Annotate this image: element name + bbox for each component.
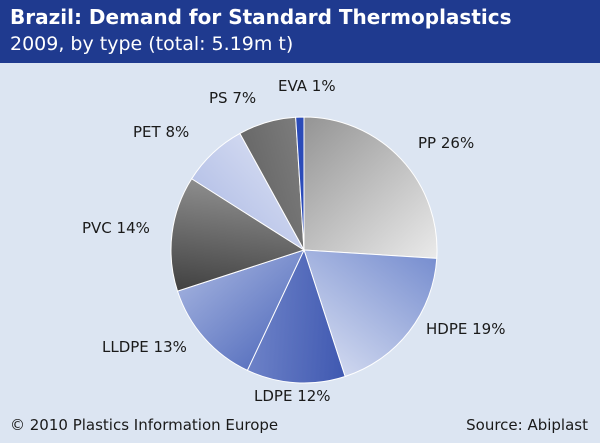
slice-label-lldpe: LLDPE 13% — [102, 338, 187, 356]
slice-label-hdpe: HDPE 19% — [426, 320, 505, 338]
source-note: Source: Abiplast — [466, 416, 588, 434]
slice-label-ps: PS 7% — [209, 89, 256, 107]
pie-slice-lldpe — [176, 249, 305, 372]
pie-labels: PP 26% HDPE 19% LDPE 12% LLDPE 13% PVC 14% PE… — [82, 77, 505, 405]
pie-chart: PP 26% HDPE 19% LDPE 12% LLDPE 13% PVC 14% PE… — [82, 77, 505, 405]
copyright-note: © 2010 Plastics Information Europe — [10, 416, 279, 434]
chart-title: Brazil: Demand for Standard Thermoplasti… — [10, 5, 512, 29]
pie-slices — [170, 116, 438, 384]
slice-label-pet: PET 8% — [133, 123, 189, 141]
slice-label-ldpe: LDPE 12% — [254, 387, 331, 405]
slice-label-pvc: PVC 14% — [82, 219, 150, 237]
pie-slice-hdpe — [303, 249, 438, 378]
slice-label-eva: EVA 1% — [278, 77, 336, 95]
pie-slice-ldpe — [246, 248, 346, 384]
slice-label-pp: PP 26% — [418, 134, 474, 152]
chart-subtitle: 2009, by type (total: 5.19m t) — [10, 33, 294, 55]
pie-slice-pvc — [170, 178, 306, 292]
chart-header: Brazil: Demand for Standard Thermoplasti… — [0, 0, 600, 63]
pie-slice-pp — [303, 116, 438, 259]
pie-slice-eva — [295, 116, 305, 251]
